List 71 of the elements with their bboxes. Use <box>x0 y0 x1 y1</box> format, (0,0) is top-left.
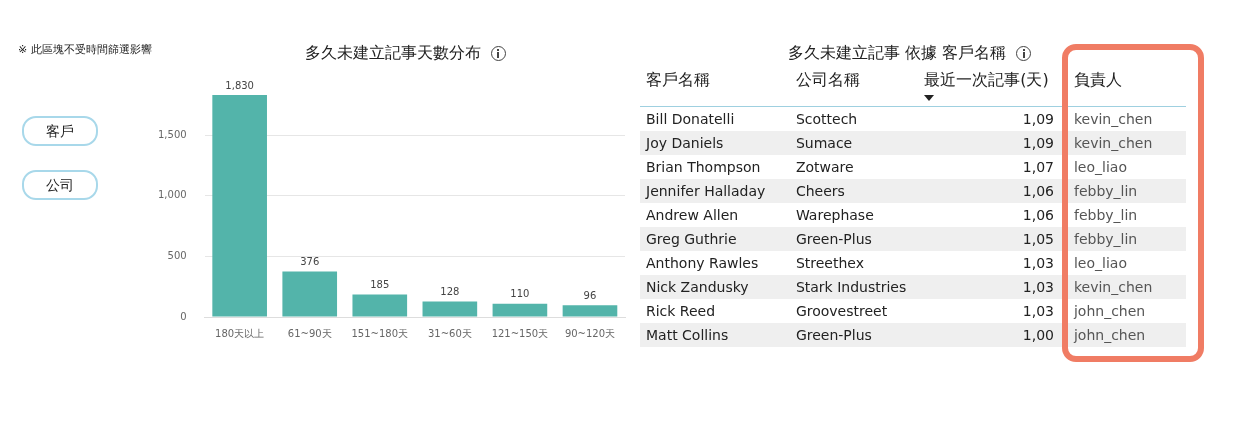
text: Nick Zandusky <box>646 279 749 295</box>
bar <box>422 301 478 317</box>
text: febby_lin <box>1073 183 1138 199</box>
text: leo_liao <box>1073 255 1127 271</box>
text: 1,03 <box>1022 255 1054 271</box>
text: Anthony Rawles <box>646 255 759 271</box>
bar <box>282 271 338 317</box>
chart-title: 多久未建立記事天數分布 <box>304 43 481 62</box>
text: john_chen <box>1073 303 1146 319</box>
text: Andrew Allen <box>646 207 739 223</box>
text: 多久未建立記事 依據 客戶名稱 <box>788 43 1007 62</box>
text: Brian Thompson <box>646 159 761 175</box>
category-label: 最近一次記事(天) <box>918 70 1060 107</box>
text: kevin_chen <box>1073 279 1153 295</box>
text: 1,06 <box>1022 183 1054 199</box>
data-label: 376 <box>300 255 320 267</box>
text: 1,00 <box>1022 327 1054 343</box>
text: john_chen <box>1073 327 1146 343</box>
category-label: 負責人 <box>1059 70 1186 107</box>
filter-button: 公司 <box>22 170 98 200</box>
text: febby_lin <box>1073 231 1138 247</box>
text: Green-Plus <box>795 231 872 247</box>
text: Sumace <box>795 135 853 151</box>
y-tick-label: 500 <box>167 249 187 261</box>
text: leo_liao <box>1073 159 1127 175</box>
data-label: 1,830 <box>225 79 254 91</box>
text: Matt Collins <box>646 327 729 343</box>
text: 1,09 <box>1022 135 1054 151</box>
text: kevin_chen <box>1073 111 1153 127</box>
text: Rick Reed <box>646 303 716 319</box>
text: Green-Plus <box>795 327 872 343</box>
text: 1,05 <box>1022 231 1054 247</box>
text: Scottech <box>795 111 858 127</box>
text: ※ 此區塊不受時間篩選影響 <box>18 42 152 57</box>
text: 1,03 <box>1022 279 1054 295</box>
category-label: 公司名稱 <box>789 70 919 107</box>
text: kevin_chen <box>1073 135 1153 151</box>
text: Jennifer Halladay <box>646 183 766 199</box>
text: Bill Donatelli <box>646 111 735 127</box>
bar <box>212 95 267 317</box>
text: Streethex <box>795 255 864 271</box>
text: febby_lin <box>1073 207 1138 223</box>
bar <box>352 294 408 317</box>
text: Warephase <box>795 207 874 223</box>
y-tick-label: 1,000 <box>157 189 187 201</box>
data-label: 110 <box>510 288 530 300</box>
x-tick-label: 31~60天 <box>427 327 472 339</box>
x-tick-label: 90~120天 <box>564 327 616 339</box>
text: 1,03 <box>1022 303 1054 319</box>
text: 1,09 <box>1022 111 1054 127</box>
y-tick-label: 0 <box>180 310 187 322</box>
bar <box>492 303 548 317</box>
text: 1,07 <box>1022 159 1054 175</box>
data-label: 185 <box>370 279 390 291</box>
text: 1,06 <box>1022 207 1054 223</box>
bar <box>562 305 618 317</box>
text: Cheers <box>795 183 845 199</box>
filter-button: 客戶 <box>22 116 98 146</box>
text: Zotware <box>795 159 854 175</box>
x-tick-label: 61~90天 <box>287 327 332 339</box>
data-label: 128 <box>440 286 460 298</box>
x-tick-label: 151~180天 <box>351 327 409 339</box>
x-tick-label: 180天以上 <box>215 327 265 339</box>
text: Stark Industries <box>795 279 907 295</box>
text: Joy Daniels <box>646 135 724 151</box>
text: Groovestreet <box>795 303 888 319</box>
data-label: 96 <box>583 289 597 301</box>
text: Greg Guthrie <box>646 231 737 247</box>
category-label: 客戶名稱 <box>640 70 790 107</box>
y-tick-label: 1,500 <box>157 128 187 140</box>
x-tick-label: 121~150天 <box>491 327 549 339</box>
